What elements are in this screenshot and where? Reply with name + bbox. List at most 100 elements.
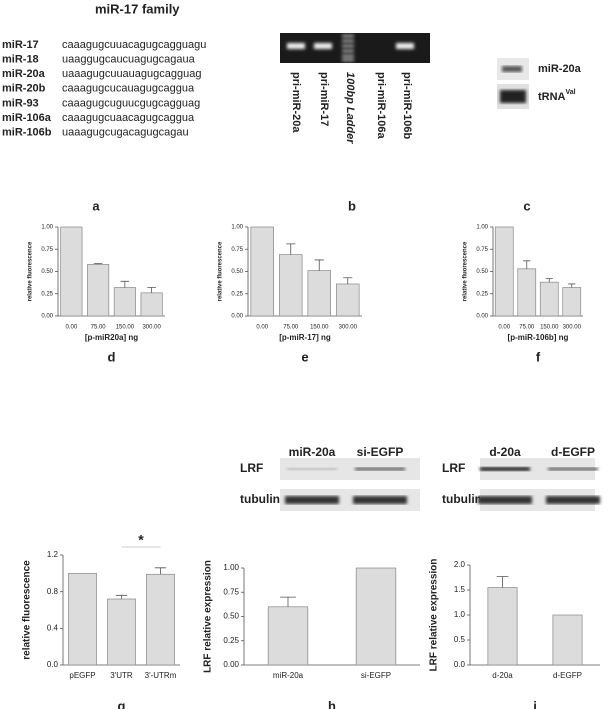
- x-tick-label: 150.00: [310, 325, 329, 331]
- blot-lane-label: d-EGFP: [551, 445, 595, 459]
- blot-band: [480, 467, 530, 471]
- bar: [539, 281, 559, 317]
- lane-label: pri-miR-106a: [375, 72, 387, 140]
- error-bar: [115, 594, 128, 599]
- x-tick-label: 300.00: [142, 325, 161, 331]
- mirna-sequence: caaagugcuguucgugcagguag: [62, 97, 200, 109]
- blot-band: [502, 66, 522, 72]
- bar: [517, 268, 537, 317]
- x-tick-label: 75.00: [519, 325, 535, 331]
- bar: [250, 226, 275, 317]
- y-tick-label: 1.00: [231, 225, 243, 231]
- y-tick-label: 0.75: [41, 247, 53, 253]
- bar: [267, 606, 309, 666]
- y-tick-label: 0.25: [476, 291, 488, 297]
- bar: [87, 264, 110, 317]
- y-tick-label: 1.0: [454, 610, 466, 619]
- y-axis-label: relative fluorescence: [218, 241, 224, 301]
- blot-band: [548, 467, 598, 471]
- lane-label: pri-miR-20a: [290, 72, 302, 133]
- gel-lane-labels: pri-miR-20a pri-miR-17 100bp Ladder pri-miR…: [290, 72, 413, 144]
- panel-letter: b: [348, 198, 356, 213]
- y-tick-label: 0.25: [231, 291, 243, 297]
- error-bar: [280, 596, 296, 607]
- error-bar: [154, 567, 167, 575]
- y-tick-label: 0.00: [231, 314, 243, 320]
- x-tick-label: miR-20a: [273, 671, 304, 680]
- bar: [307, 270, 332, 317]
- blot-band: [285, 496, 339, 504]
- mirna-sequence: caaagugcucauagugcaggua: [62, 83, 195, 95]
- y-tick-label: 1.00: [223, 563, 239, 572]
- blot-row-label: tubulin: [442, 492, 482, 506]
- y-tick-label: 0.50: [41, 269, 53, 275]
- x-tick-label: 0.00: [66, 325, 78, 331]
- blot-row-label: LRF: [240, 461, 263, 475]
- blot-band: [478, 496, 532, 504]
- y-tick-label: 0.4: [47, 623, 59, 632]
- x-tick-label: 300.00: [339, 325, 358, 331]
- lane-label: 100bp Ladder: [344, 72, 356, 144]
- mirna-name: miR-106b: [2, 127, 52, 139]
- x-tick-label: 150.00: [116, 325, 135, 331]
- bar: [60, 226, 83, 317]
- y-tick-label: 1.2: [47, 550, 59, 559]
- blot-band: [500, 90, 526, 103]
- x-tick-label: 0.00: [256, 325, 268, 331]
- error-bar: [343, 277, 353, 284]
- y-tick-label: 0.0: [454, 660, 466, 669]
- y-tick-label: 0.75: [223, 587, 239, 596]
- panel-letter: c: [523, 198, 530, 213]
- y-tick-label: 0.5: [454, 635, 466, 644]
- y-tick-label: 0.50: [476, 269, 488, 275]
- bar: [355, 567, 397, 666]
- error-bar: [523, 260, 531, 269]
- error-bar: [545, 278, 553, 283]
- y-tick-label: 0.00: [476, 314, 488, 320]
- y-tick-label: 0.75: [231, 247, 243, 253]
- panel-letter: d: [108, 349, 116, 364]
- y-tick-label: 0.50: [231, 269, 243, 275]
- y-tick-label: 0.75: [476, 247, 488, 253]
- mirna-sequence: uaaagugcuuauagugcagguag: [62, 68, 201, 80]
- y-tick-label: 2.0: [454, 560, 466, 569]
- bar: [107, 598, 136, 666]
- blot-band: [546, 496, 600, 504]
- x-tick-label: d-EGFP: [553, 671, 582, 680]
- panel-letter: i: [533, 698, 537, 709]
- bar: [562, 287, 582, 317]
- y-tick-label: 0.0: [47, 660, 59, 669]
- panel-letter: a: [92, 198, 100, 213]
- x-axis-label: [p-miR-17] ng: [279, 333, 331, 342]
- panel-letter: h: [328, 698, 336, 709]
- blot-lane-label: d-20a: [489, 445, 521, 459]
- blot-image: [480, 458, 595, 480]
- blot-label-sup: Val: [566, 89, 576, 96]
- x-tick-label: 3'-UTRm: [145, 671, 177, 680]
- bar: [494, 226, 514, 317]
- panel-letter: g: [118, 698, 126, 709]
- blot-label: tRNA: [538, 91, 566, 103]
- mirna-sequence: uaaggugcaucuagugcagaua: [62, 54, 196, 66]
- error-bar: [147, 287, 156, 293]
- x-tick-label: d-20a: [492, 671, 513, 680]
- blot-band: [353, 496, 407, 504]
- bar: [146, 573, 175, 666]
- y-axis-label: relative fluorescence: [463, 241, 469, 301]
- x-tick-label: pEGFP: [69, 671, 95, 680]
- y-tick-label: 0.8: [47, 587, 59, 596]
- lane-label: pri-miR-17: [318, 72, 330, 126]
- mirna-sequence: uaaagugcugacagugcagau: [62, 127, 189, 139]
- mirna-sequence: caaagugcuaacagugcaggua: [62, 112, 195, 124]
- blot-row-label: LRF: [442, 461, 465, 475]
- bar: [140, 292, 163, 317]
- error-bar: [120, 280, 130, 288]
- x-axis-label: [p-miR20a] ng: [85, 333, 138, 342]
- sequence-list: miR-17 caaagugcuuacagugcagguagu miR-18 uaag…: [2, 39, 206, 139]
- blot-image: [280, 458, 420, 480]
- x-tick-label: 0.00: [498, 325, 510, 331]
- y-tick-label: 0.00: [223, 660, 239, 669]
- y-tick-label: 1.00: [476, 225, 488, 231]
- y-axis-label: relative fluorescence: [28, 241, 34, 301]
- x-tick-label: si-EGFP: [361, 671, 391, 680]
